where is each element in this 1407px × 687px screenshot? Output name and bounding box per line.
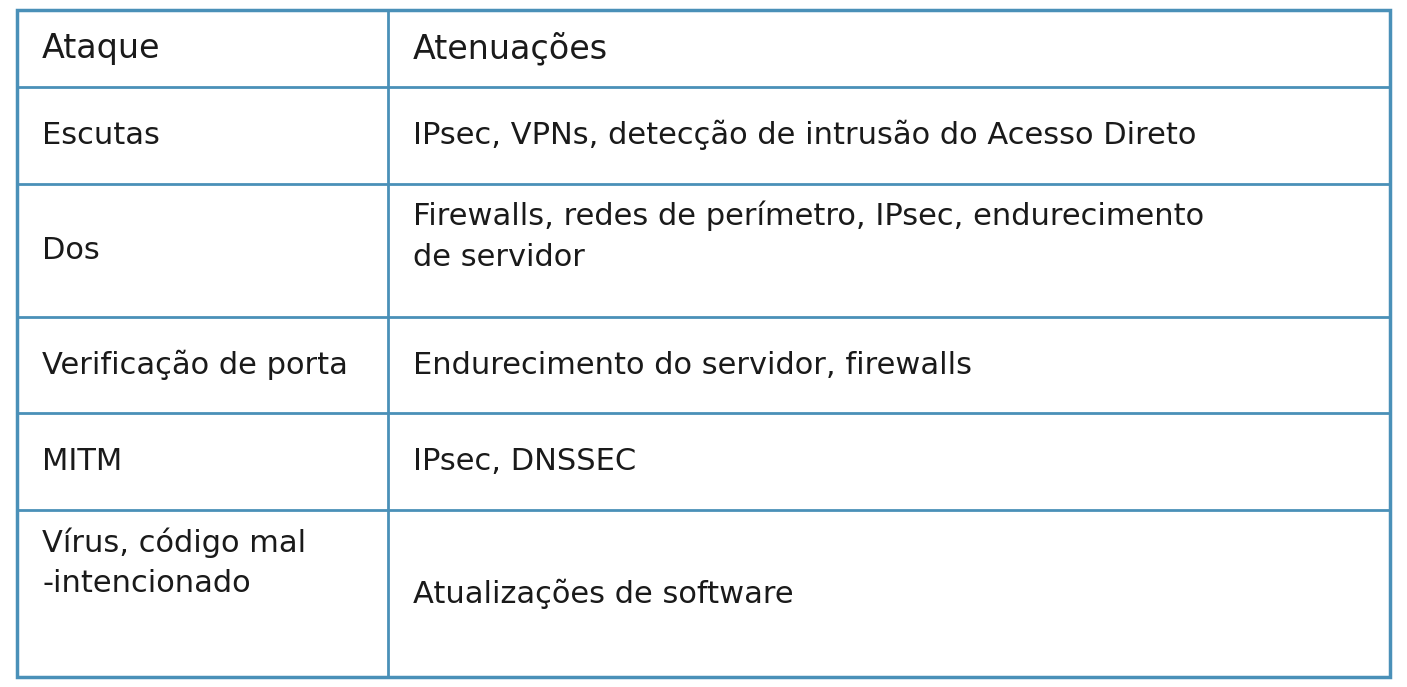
Text: Vírus, código mal
-intencionado: Vírus, código mal -intencionado — [42, 528, 307, 598]
Text: IPsec, VPNs, detecção de intrusão do Acesso Direto: IPsec, VPNs, detecção de intrusão do Ace… — [414, 120, 1196, 150]
Text: Dos: Dos — [42, 236, 100, 264]
Text: Escutas: Escutas — [42, 121, 160, 150]
Text: Ataque: Ataque — [42, 32, 160, 65]
Text: Atenuações: Atenuações — [414, 32, 608, 65]
Text: MITM: MITM — [42, 447, 122, 476]
Text: Verificação de porta: Verificação de porta — [42, 350, 348, 381]
Text: IPsec, DNSSEC: IPsec, DNSSEC — [414, 447, 636, 476]
Text: Endurecimento do servidor, firewalls: Endurecimento do servidor, firewalls — [414, 350, 972, 380]
Text: Firewalls, redes de perímetro, IPsec, endurecimento
de servidor: Firewalls, redes de perímetro, IPsec, en… — [414, 201, 1204, 272]
Text: Atualizações de software: Atualizações de software — [414, 578, 794, 609]
